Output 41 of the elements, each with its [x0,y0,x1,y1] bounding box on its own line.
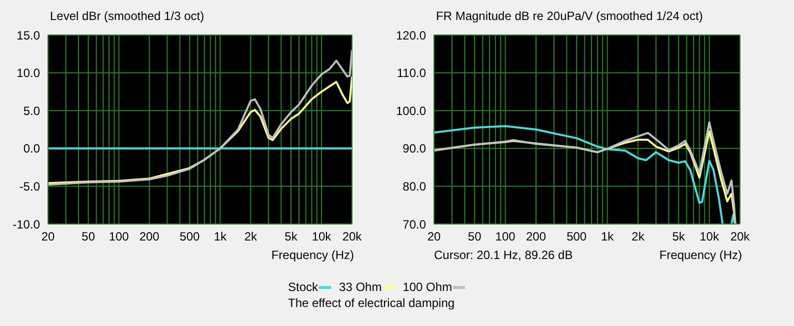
y-tick-label: 15.0 [16,28,40,42]
x-tick-label: 100 [495,230,516,244]
x-axis-title: Frequency (Hz) [659,248,742,262]
text: The effect of electrical damping [288,296,455,310]
x-tick-label: 20 [41,230,55,244]
x-tick-label: 200 [139,230,160,244]
x-axis-title: Frequency (Hz) [271,248,354,262]
x-tick-label: 50 [82,230,96,244]
y-tick-label: 5.0 [23,104,40,118]
y-tick-label: 90.0 [402,142,426,156]
x-tick-label: 200 [526,230,546,244]
x-tick-label: 2k [632,230,646,244]
y-tick-label: -5.0 [19,179,40,194]
x-tick-label: 2k [244,230,258,244]
x-tick-label: 50 [468,230,482,244]
x-tick-label: 1k [600,230,615,244]
y-tick-label: 100.0 [396,104,426,118]
y-tick-label: 10.0 [16,66,40,80]
chart-title: FR Magnitude dB re 20uPa/V (smoothed 1/24 oct) [436,9,703,23]
x-tick-label: 20k [730,230,751,244]
y-tick-label: 70.0 [402,217,426,232]
chart-title: Level dBr (smoothed 1/3 oct) [50,9,204,23]
x-tick-label: 100 [108,230,130,244]
x-tick-label: 500 [566,230,587,244]
legend-label: 100 Ohm [402,280,454,294]
legend-label: Stock [288,280,320,294]
y-tick-label: 80.0 [402,179,426,194]
y-tick-label: 0.0 [23,142,40,156]
x-tick-label: 10k [700,230,720,244]
x-tick-label: 5k [672,230,686,244]
y-tick-label: 120.0 [396,28,426,42]
x-tick-label: 1k [214,230,228,244]
x-tick-label: 500 [180,230,200,244]
x-tick-label: 10k [312,230,332,244]
text: Cursor: 20.1 Hz, 89.26 dB [434,248,573,262]
y-tick-label: 110.0 [396,66,426,80]
legend-label: 33 Ohm [339,280,383,294]
x-tick-label: 5k [284,230,298,244]
x-tick-label: 20 [427,230,441,244]
y-tick-label: -10.0 [12,217,40,232]
x-tick-label: 20k [342,230,363,244]
